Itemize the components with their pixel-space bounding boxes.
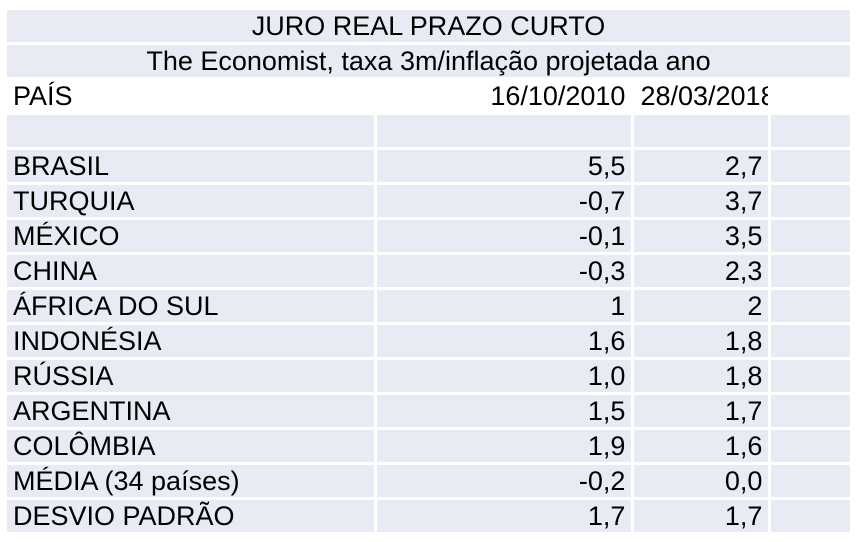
country-cell: ÁFRICA DO SUL: [7, 290, 374, 322]
empty-cell: [771, 150, 850, 182]
table-row: CHINA -0,3 2,3: [7, 255, 850, 287]
table-row: ÁFRICA DO SUL 1 2: [7, 290, 850, 322]
empty-cell: [771, 325, 850, 357]
table-row: COLÔMBIA 1,9 1,6: [7, 430, 850, 462]
column-header-spacer: [771, 80, 850, 112]
table-row: MÉDIA (34 países) -0,2 0,0: [7, 465, 850, 497]
empty-cell: [771, 255, 850, 287]
value-2018-cell: 3,5: [634, 220, 769, 252]
empty-cell: [771, 115, 850, 147]
empty-cell: [771, 430, 850, 462]
empty-cell: [771, 500, 850, 532]
value-2010-cell: -0,2: [376, 465, 632, 497]
table-row: BRASIL 5,5 2,7: [7, 150, 850, 182]
value-2010-cell: 5,5: [376, 150, 632, 182]
country-cell: ARGENTINA: [7, 395, 374, 427]
title-row: JURO REAL PRAZO CURTO: [7, 10, 850, 42]
value-2018-cell: 1,7: [634, 500, 769, 532]
table-subtitle: The Economist, taxa 3m/inflação projetad…: [7, 45, 850, 77]
table-title: JURO REAL PRAZO CURTO: [7, 10, 850, 42]
subtitle-row: The Economist, taxa 3m/inflação projetad…: [7, 45, 850, 77]
empty-cell: [771, 360, 850, 392]
value-2018-cell: 1,8: [634, 360, 769, 392]
value-2010-cell: -0,3: [376, 255, 632, 287]
real-interest-rate-table: JURO REAL PRAZO CURTO The Economist, tax…: [4, 7, 853, 535]
table-row: RÚSSIA 1,0 1,8: [7, 360, 850, 392]
empty-cell: [376, 115, 632, 147]
empty-cell: [7, 115, 374, 147]
value-2010-cell: 1,5: [376, 395, 632, 427]
empty-cell: [771, 185, 850, 217]
table-row: TURQUIA -0,7 3,7: [7, 185, 850, 217]
value-2018-cell: 0,0: [634, 465, 769, 497]
country-cell: RÚSSIA: [7, 360, 374, 392]
value-2018-cell: 1,7: [634, 395, 769, 427]
empty-cell: [771, 290, 850, 322]
empty-cell: [771, 395, 850, 427]
country-cell: MÉDIA (34 países): [7, 465, 374, 497]
value-2010-cell: 1,0: [376, 360, 632, 392]
column-header-pais: PAÍS: [7, 80, 374, 112]
table-row: DESVIO PADRÃO 1,7 1,7: [7, 500, 850, 532]
column-header-2018: 28/03/2018: [634, 80, 769, 112]
country-cell: BRASIL: [7, 150, 374, 182]
country-cell: TURQUIA: [7, 185, 374, 217]
value-2010-cell: 1,6: [376, 325, 632, 357]
value-2018-cell: 3,7: [634, 185, 769, 217]
value-2018-cell: 2,3: [634, 255, 769, 287]
value-2010-cell: 1,7: [376, 500, 632, 532]
empty-cell: [634, 115, 769, 147]
country-cell: DESVIO PADRÃO: [7, 500, 374, 532]
country-cell: COLÔMBIA: [7, 430, 374, 462]
empty-cell: [771, 465, 850, 497]
value-2010-cell: 1: [376, 290, 632, 322]
table-row: INDONÉSIA 1,6 1,8: [7, 325, 850, 357]
country-cell: INDONÉSIA: [7, 325, 374, 357]
column-header-2010: 16/10/2010: [376, 80, 632, 112]
table-row: ARGENTINA 1,5 1,7: [7, 395, 850, 427]
value-2010-cell: -0,1: [376, 220, 632, 252]
value-2018-cell: 2: [634, 290, 769, 322]
empty-cell: [771, 220, 850, 252]
value-2010-cell: -0,7: [376, 185, 632, 217]
header-row: PAÍS 16/10/2010 28/03/2018: [7, 80, 850, 112]
country-cell: MÉXICO: [7, 220, 374, 252]
table-row: MÉXICO -0,1 3,5: [7, 220, 850, 252]
value-2018-cell: 1,8: [634, 325, 769, 357]
country-cell: CHINA: [7, 255, 374, 287]
value-2018-cell: 2,7: [634, 150, 769, 182]
value-2010-cell: 1,9: [376, 430, 632, 462]
value-2018-cell: 1,6: [634, 430, 769, 462]
spacer-row: [7, 115, 850, 147]
